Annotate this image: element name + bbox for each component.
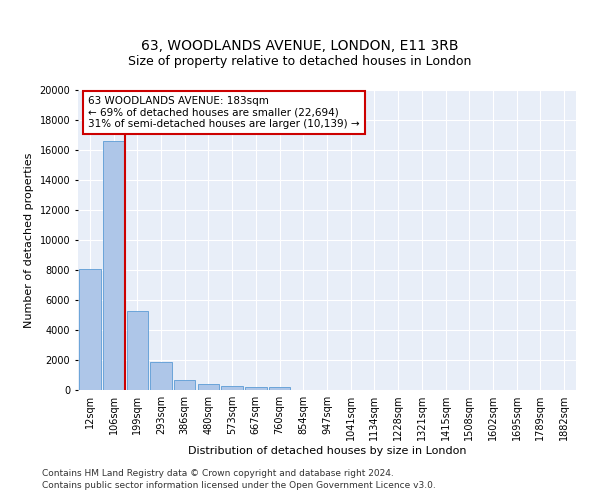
- Bar: [79, 268, 101, 390]
- Y-axis label: Number of detached properties: Number of detached properties: [24, 152, 34, 328]
- Bar: [198, 384, 219, 390]
- Text: 63, WOODLANDS AVENUE, LONDON, E11 3RB: 63, WOODLANDS AVENUE, LONDON, E11 3RB: [141, 38, 459, 52]
- Text: Size of property relative to detached houses in London: Size of property relative to detached ho…: [128, 54, 472, 68]
- Bar: [174, 380, 196, 390]
- X-axis label: Distribution of detached houses by size in London: Distribution of detached houses by size …: [188, 446, 466, 456]
- Text: Contains public sector information licensed under the Open Government Licence v3: Contains public sector information licen…: [42, 480, 436, 490]
- Bar: [103, 141, 124, 390]
- Bar: [151, 362, 172, 390]
- Text: Contains HM Land Registry data © Crown copyright and database right 2024.: Contains HM Land Registry data © Crown c…: [42, 469, 394, 478]
- Text: 63 WOODLANDS AVENUE: 183sqm
← 69% of detached houses are smaller (22,694)
31% of: 63 WOODLANDS AVENUE: 183sqm ← 69% of det…: [88, 96, 359, 129]
- Bar: [127, 310, 148, 390]
- Bar: [269, 388, 290, 390]
- Bar: [245, 386, 266, 390]
- Bar: [221, 386, 243, 390]
